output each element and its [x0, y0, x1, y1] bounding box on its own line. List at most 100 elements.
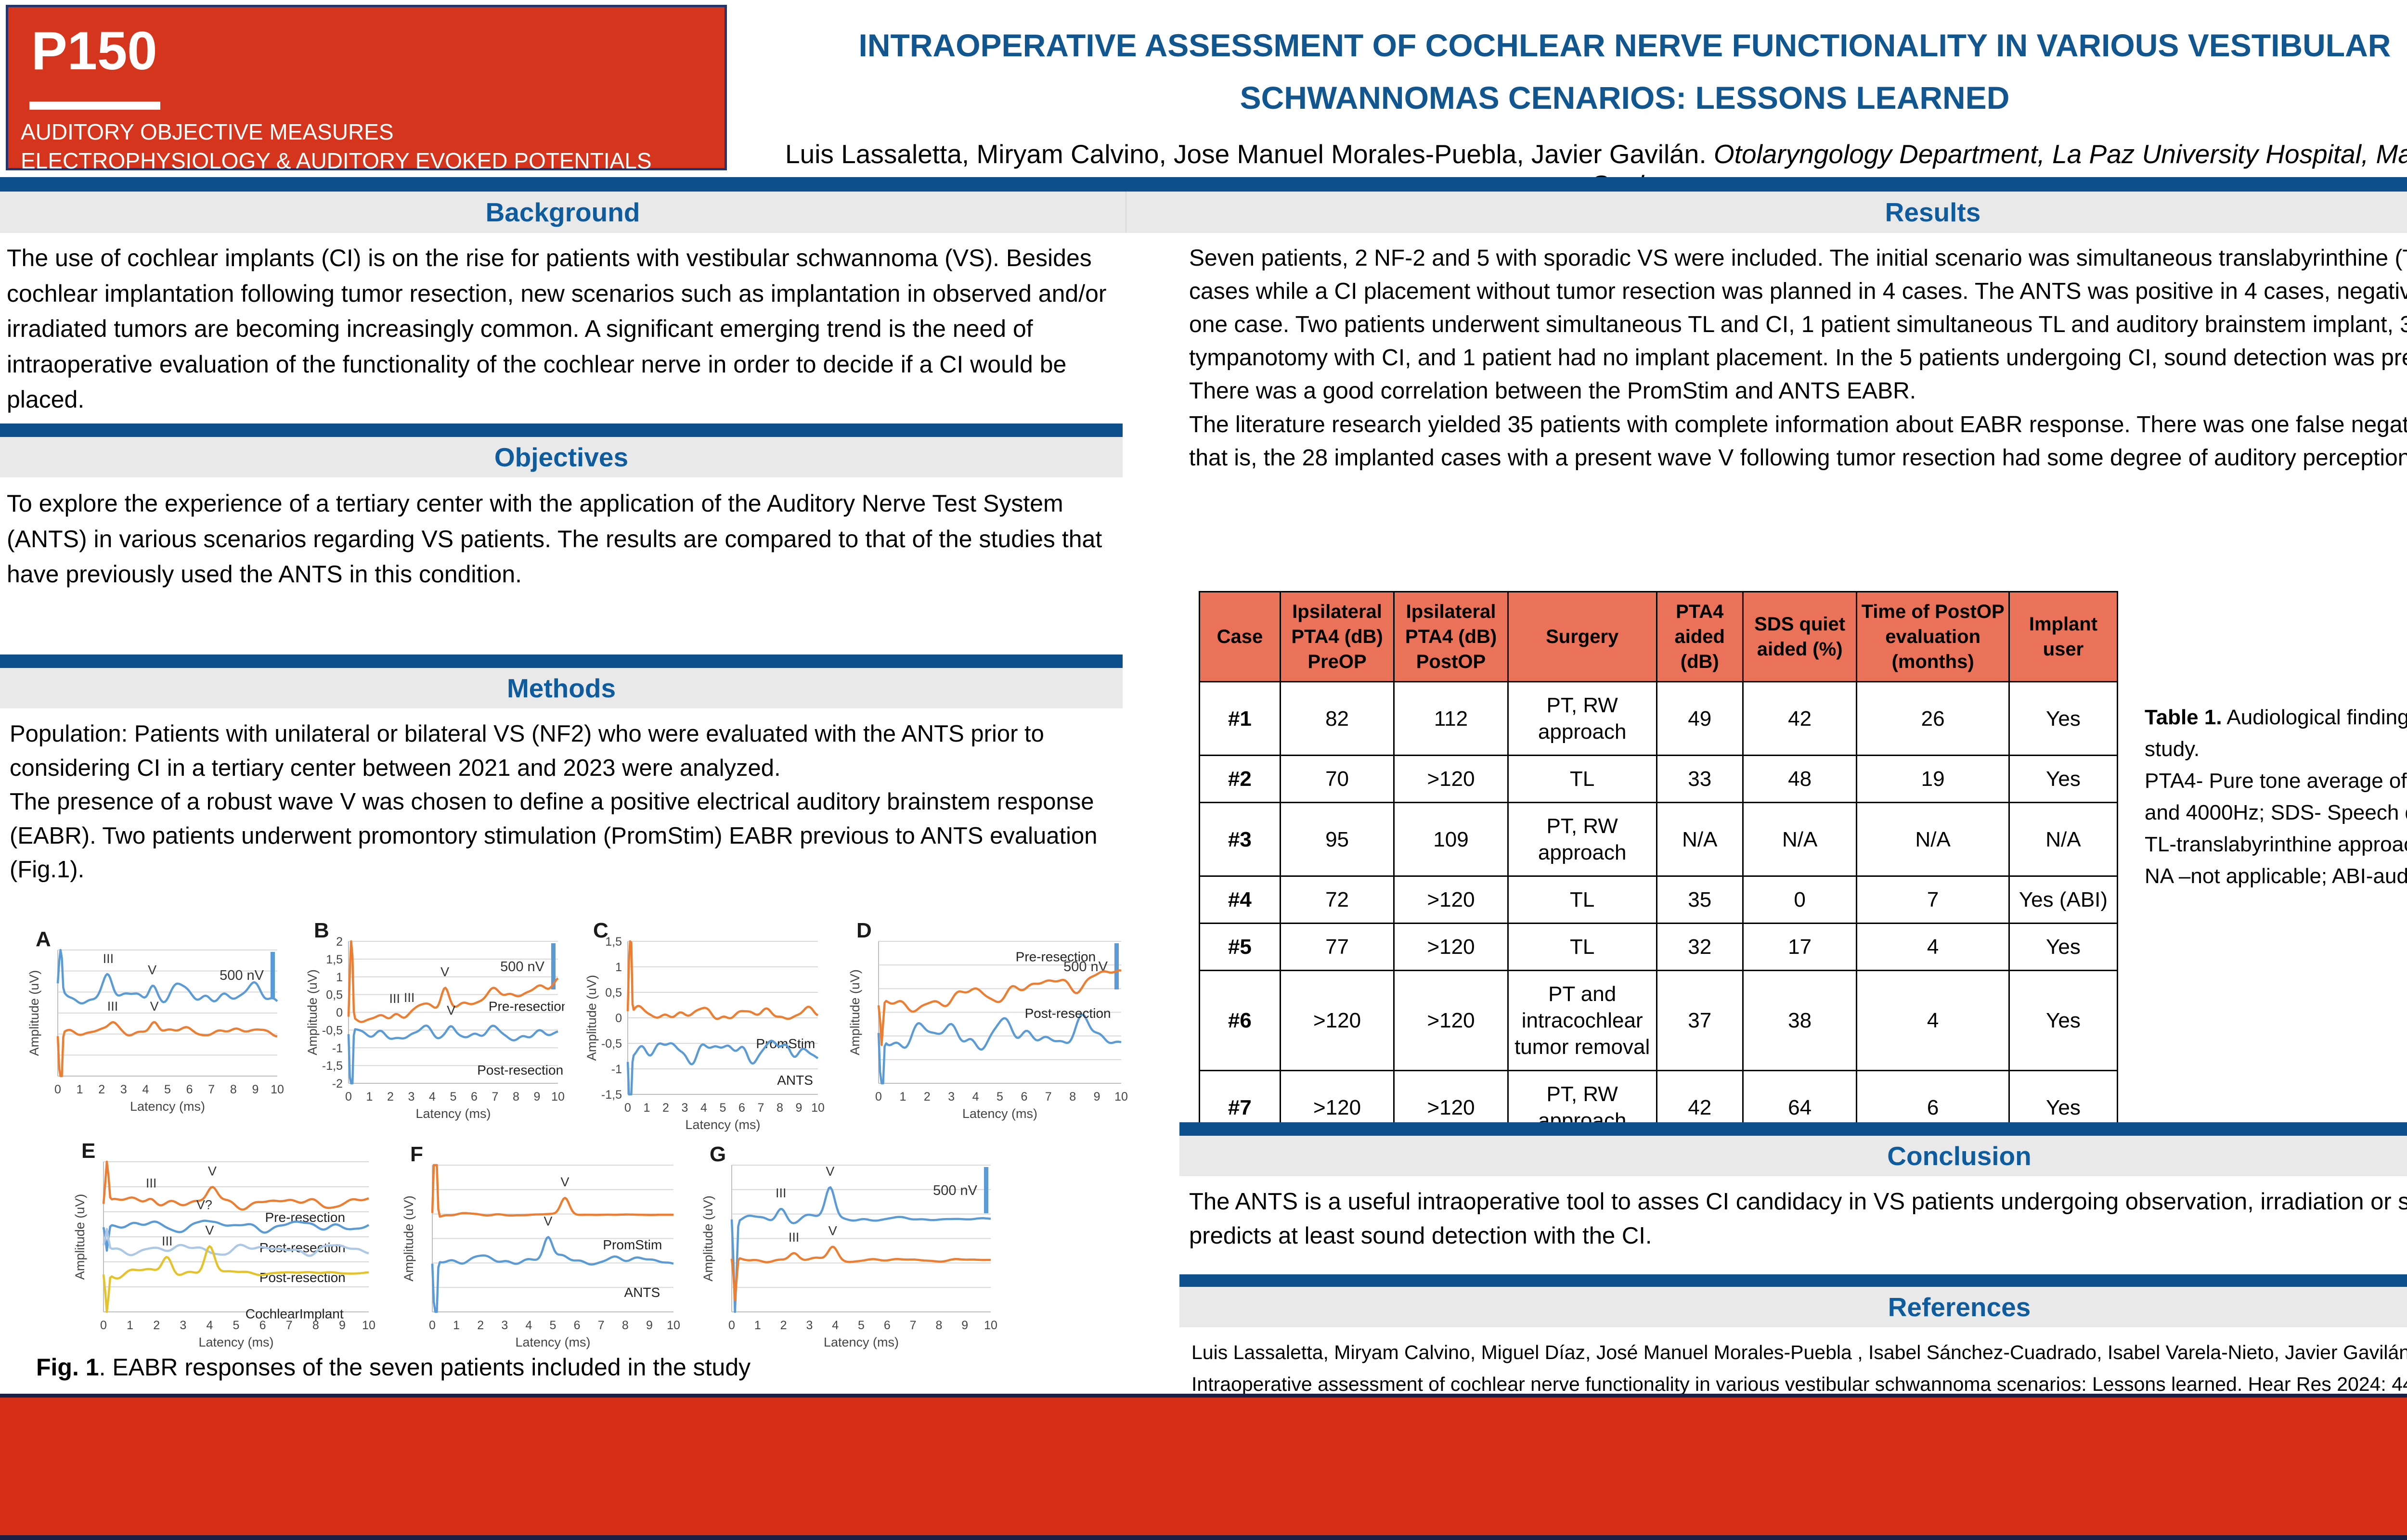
table-cell: 37 — [1656, 970, 1744, 1071]
table-cell: N/A — [2008, 802, 2119, 877]
svg-text:1,5: 1,5 — [605, 935, 622, 949]
table-cell: N/A — [1656, 802, 1744, 877]
svg-text:4: 4 — [700, 1101, 707, 1115]
svg-text:E: E — [81, 1141, 95, 1163]
svg-text:8: 8 — [513, 1090, 519, 1104]
table-cell: >120 — [1393, 755, 1509, 803]
svg-text:-1,5: -1,5 — [322, 1059, 343, 1073]
svg-text:1: 1 — [77, 1083, 83, 1096]
svg-text:-2: -2 — [332, 1077, 343, 1091]
svg-text:III: III — [776, 1186, 787, 1200]
table-cell: 35 — [1656, 875, 1744, 924]
svg-text:V: V — [561, 1175, 569, 1189]
svg-text:7: 7 — [492, 1090, 499, 1104]
svg-text:Amplitude (uV): Amplitude (uV) — [586, 975, 599, 1061]
table-cell: 7 — [1856, 875, 2010, 924]
references-section-header: References — [1179, 1287, 2407, 1327]
poster-category: AUDITORY OBJECTIVE MEASURES ELECTROPHYSI… — [21, 118, 652, 176]
table-header-cell: Ipsilateral PTA4 (dB) PostOP — [1393, 591, 1509, 682]
svg-text:CochlearImplant: CochlearImplant — [246, 1306, 344, 1321]
svg-text:1: 1 — [615, 961, 622, 974]
svg-text:Amplitude (uV): Amplitude (uV) — [75, 1194, 87, 1280]
table-cell: 109 — [1393, 802, 1509, 877]
footer-top-border — [0, 1394, 2407, 1398]
table-cell: 112 — [1393, 681, 1509, 756]
svg-text:Pre-resection: Pre-resection — [1016, 949, 1096, 964]
table-header-cell: Ipsilateral PTA4 (dB) PreOP — [1279, 591, 1395, 682]
svg-text:-0,5: -0,5 — [601, 1037, 622, 1051]
table-cell: 72 — [1279, 875, 1395, 924]
svg-text:III: III — [162, 1234, 173, 1248]
objectives-text: To explore the experience of a tertiary … — [7, 490, 1102, 588]
svg-text:10: 10 — [551, 1090, 565, 1104]
svg-text:Latency (ms): Latency (ms) — [515, 1335, 590, 1349]
references-text: Luis Lassaletta, Miryam Calvino, Miguel … — [1191, 1337, 2407, 1400]
figure-panel-f: F 0 1 2 3 4 5 6 7 8 9 10 Latency (ms) Amplitude (uV) V… — [401, 1142, 680, 1356]
svg-text:7: 7 — [598, 1319, 605, 1332]
svg-text:PromStim: PromStim — [603, 1237, 662, 1252]
table-cell: PT, RW approach — [1507, 802, 1657, 877]
table-cell: 33 — [1656, 755, 1744, 803]
svg-text:III: III — [146, 1176, 157, 1190]
svg-text:10: 10 — [811, 1101, 825, 1115]
table-cell: >120 — [1393, 970, 1509, 1071]
svg-text:4: 4 — [832, 1319, 839, 1332]
figure-1-eabr-panels: A 0 1 2 3 4 5 6 7 8 9 10 Latency (ms) Amplitude (uV) 5… — [27, 919, 1151, 1356]
svg-text:Amplitude (uV): Amplitude (uV) — [403, 1195, 416, 1282]
table-cell: #3 — [1199, 802, 1281, 877]
svg-text:9: 9 — [339, 1319, 346, 1332]
figure-panel-g: G 0 1 2 3 4 5 6 7 8 9 10 Latency (ms) Amplitude (uV) 5… — [701, 1142, 997, 1356]
svg-text:500 nV: 500 nV — [500, 959, 545, 975]
svg-text:V?: V? — [196, 1198, 212, 1212]
authors-line: Luis Lassaletta, Miryam Calvino, Jose Ma… — [749, 139, 2407, 200]
table-cell: 42 — [1742, 681, 1858, 756]
conclusion-section-header: Conclusion — [1179, 1136, 2407, 1176]
svg-text:8: 8 — [312, 1319, 319, 1332]
conclusion-text: The ANTS is a useful intraoperative tool… — [1189, 1189, 2407, 1249]
table-header-cell: Surgery — [1507, 591, 1657, 682]
footer-bottom-border — [0, 1535, 2407, 1540]
table-cell: TL — [1507, 875, 1657, 924]
svg-text:Amplitude (uV): Amplitude (uV) — [307, 969, 320, 1055]
svg-text:-1,5: -1,5 — [601, 1088, 622, 1102]
table-row: #6 >120 >120 PT and intracochlear tumor … — [1199, 970, 2119, 1071]
svg-text:Amplitude (uV): Amplitude (uV) — [703, 1195, 715, 1282]
header-rule — [0, 177, 2407, 192]
svg-text:5: 5 — [858, 1319, 865, 1332]
svg-text:7: 7 — [1045, 1090, 1052, 1104]
table-row: #2 70 >120 TL 33 48 19 Yes — [1199, 755, 2119, 803]
svg-text:Latency (ms): Latency (ms) — [962, 1106, 1037, 1121]
svg-text:III: III — [107, 999, 118, 1014]
table-cell: #5 — [1199, 923, 1281, 971]
svg-text:4: 4 — [525, 1319, 532, 1332]
svg-text:2: 2 — [924, 1090, 931, 1104]
svg-text:1: 1 — [453, 1319, 460, 1332]
svg-text:8: 8 — [935, 1319, 942, 1332]
section-band-row: Background Results — [0, 192, 2407, 233]
svg-text:10: 10 — [667, 1319, 680, 1332]
svg-text:V: V — [440, 965, 449, 979]
table-cell: 26 — [1856, 681, 2010, 756]
svg-text:7: 7 — [910, 1319, 917, 1332]
svg-text:3: 3 — [682, 1101, 688, 1115]
svg-text:5: 5 — [720, 1101, 726, 1115]
svg-text:4: 4 — [429, 1090, 436, 1104]
svg-text:3: 3 — [180, 1319, 186, 1332]
table-row: #4 72 >120 TL 35 0 7 Yes (ABI) — [1199, 875, 2119, 924]
figure-panel-d: D 0 1 2 3 4 5 6 7 8 9 10 Latency (ms) Amplitude (uV) 5… — [848, 919, 1128, 1127]
svg-text:ANTS: ANTS — [624, 1285, 660, 1300]
svg-text:6: 6 — [471, 1090, 478, 1104]
background-section-header: Background — [0, 192, 1126, 233]
table-header-cell: Time of PostOP evaluation (months) — [1856, 591, 2010, 682]
svg-text:500 nV: 500 nV — [933, 1183, 978, 1198]
footer-red-band — [0, 1398, 2407, 1535]
results-para1: Seven patients, 2 NF-2 and 5 with sporad… — [1189, 245, 2407, 371]
svg-text:Latency (ms): Latency (ms) — [685, 1117, 760, 1132]
methods-section-header: Methods — [0, 668, 1123, 708]
svg-text:ANTS: ANTS — [777, 1073, 813, 1088]
reference-authors: Luis Lassaletta, Miryam Calvino, Miguel … — [1191, 1341, 2407, 1363]
svg-text:7: 7 — [286, 1319, 293, 1332]
svg-text:9: 9 — [646, 1319, 653, 1332]
table-cell: #2 — [1199, 755, 1281, 803]
